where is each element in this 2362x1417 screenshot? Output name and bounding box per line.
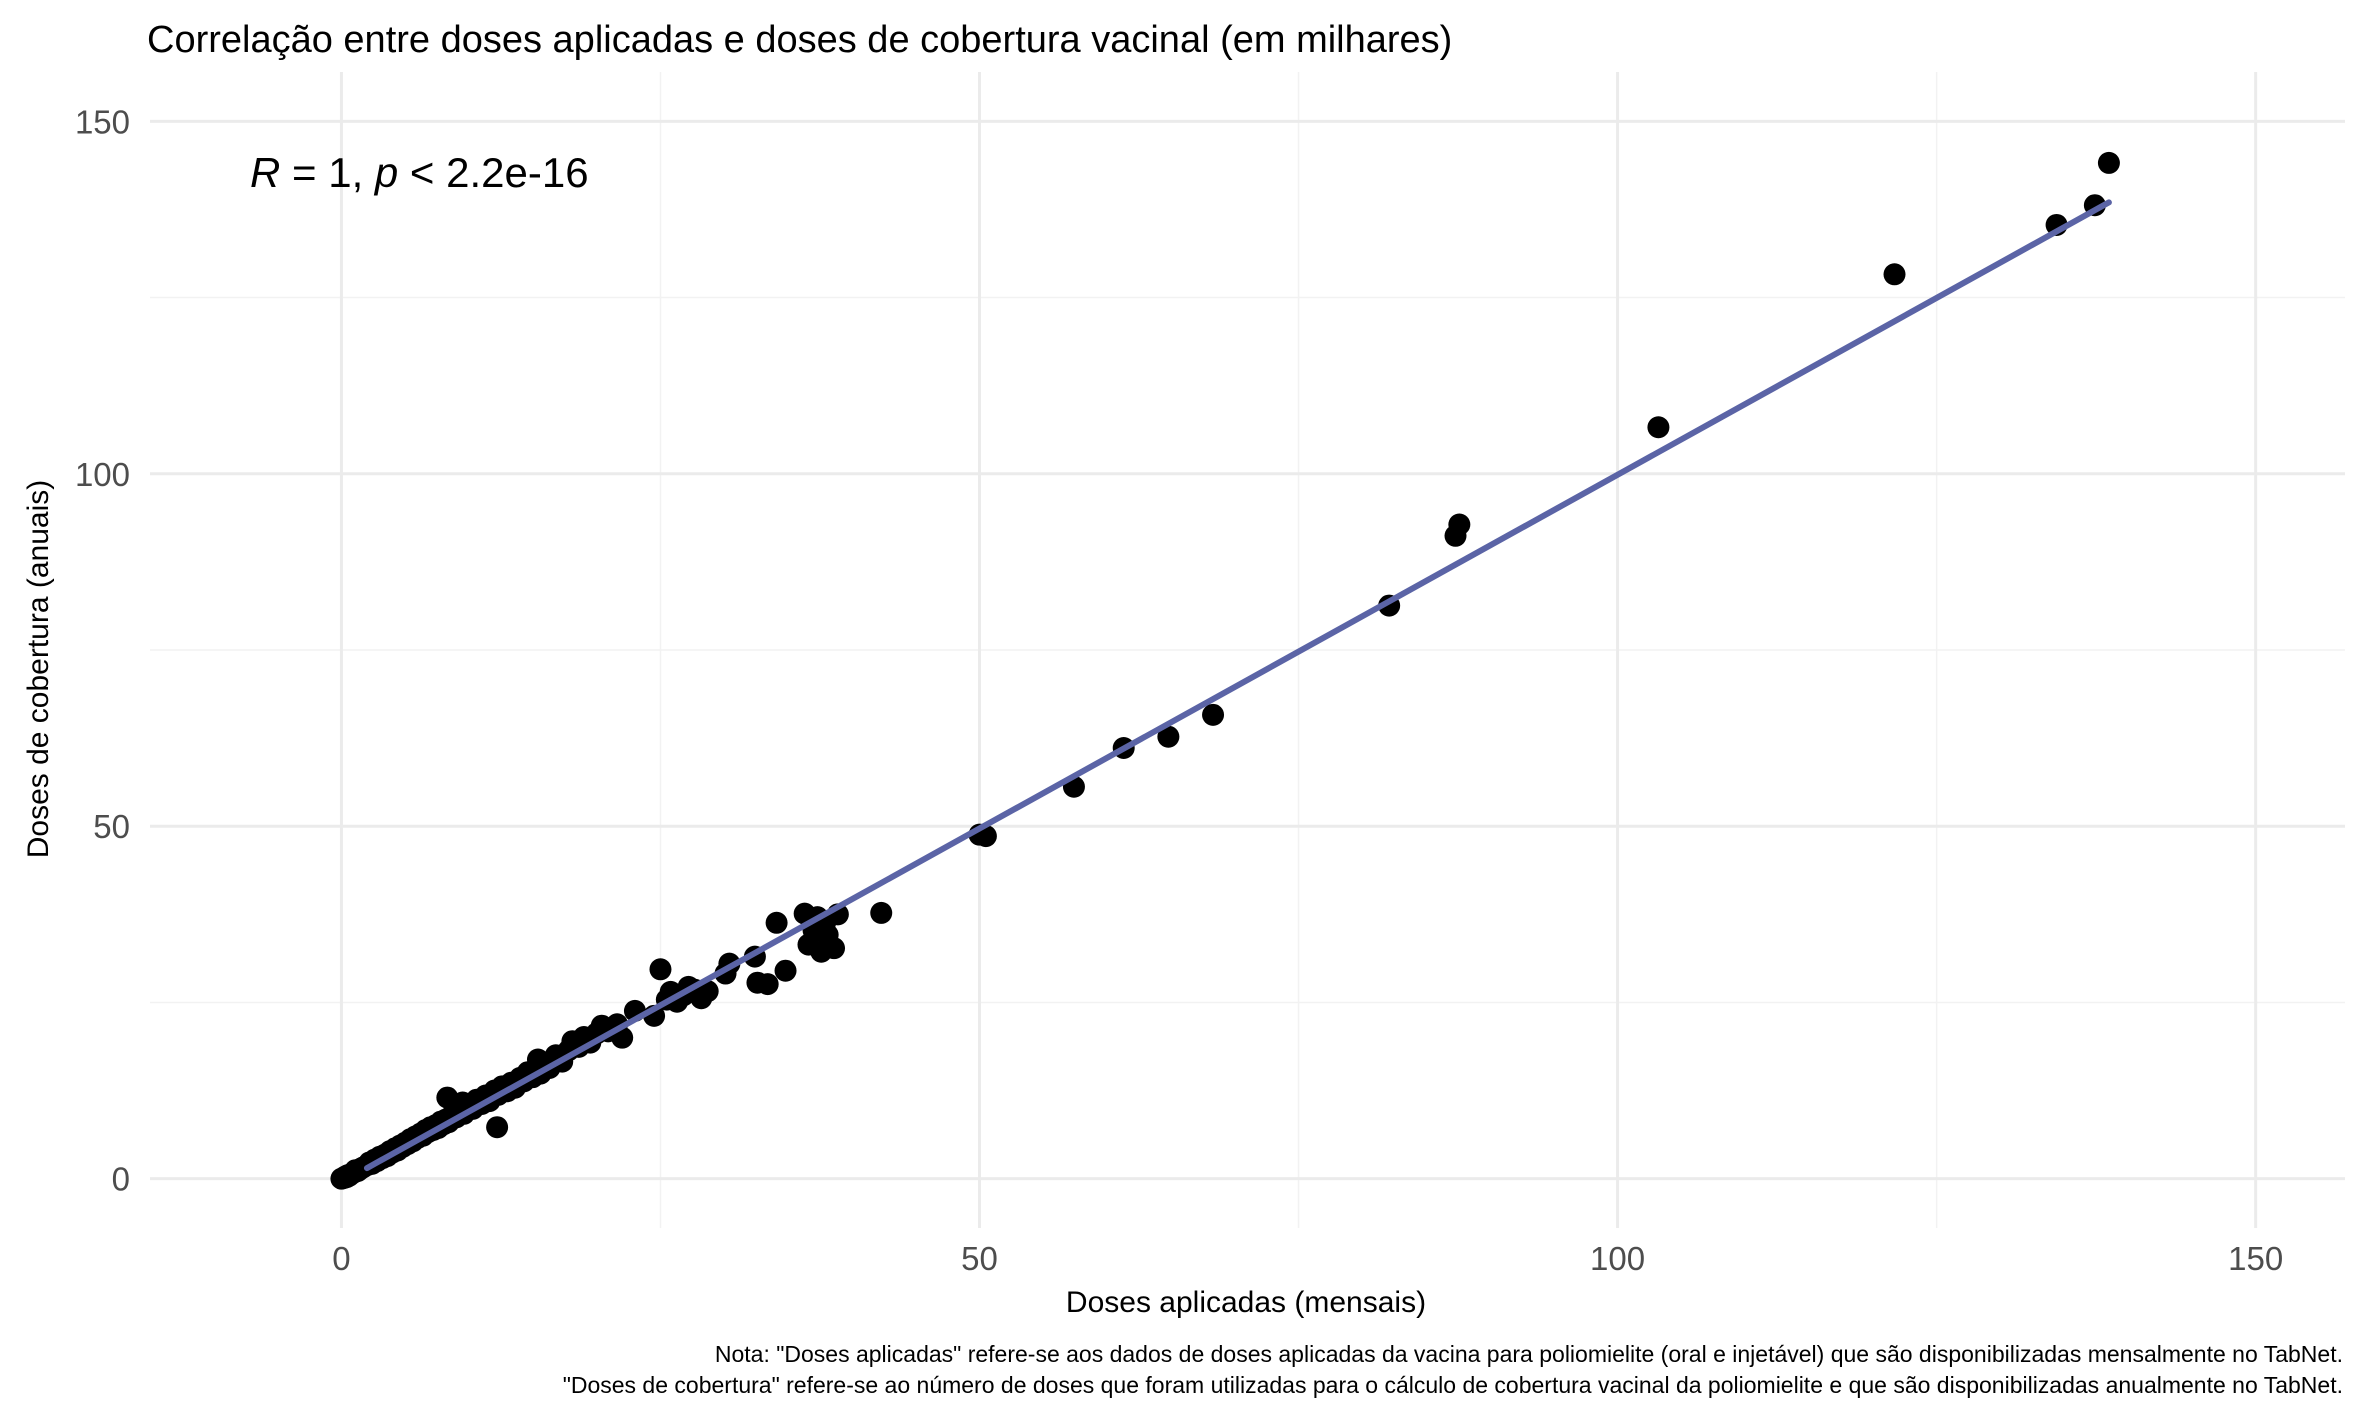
- data-point: [870, 901, 893, 924]
- data-point: [1647, 416, 1670, 439]
- data-point: [756, 973, 779, 996]
- annotation-r-value: = 1,: [280, 149, 375, 196]
- caption-line-1: Nota: "Doses aplicadas" refere-se aos da…: [715, 1341, 2343, 1367]
- x-tick-label: 0: [332, 1240, 350, 1277]
- data-point: [1202, 703, 1225, 726]
- y-tick-label: 100: [75, 456, 130, 493]
- y-axis-tick-labels: 0 50 100 150: [75, 103, 130, 1197]
- x-tick-label: 100: [1590, 1240, 1645, 1277]
- data-point: [1883, 263, 1906, 286]
- annotation-r-symbol: R: [250, 149, 280, 196]
- data-point: [774, 959, 797, 982]
- chart-title: Correlação entre doses aplicadas e doses…: [147, 19, 1452, 61]
- annotation-p-symbol: p: [373, 149, 398, 196]
- data-point: [526, 1048, 549, 1071]
- data-points: [330, 151, 2120, 1190]
- data-point: [1157, 725, 1180, 748]
- data-point: [486, 1116, 509, 1139]
- y-tick-label: 50: [93, 808, 130, 845]
- grid-lines: [150, 72, 2345, 1228]
- x-axis-tick-labels: 0 50 100 150: [332, 1240, 2283, 1277]
- correlation-annotation: R = 1, p < 2.2e-16: [250, 149, 589, 196]
- y-tick-label: 150: [75, 103, 130, 140]
- x-axis-title: Doses aplicadas (mensais): [1066, 1286, 1426, 1319]
- regression-fit-line: [363, 199, 2112, 1172]
- y-tick-label: 0: [112, 1161, 130, 1198]
- data-point: [823, 937, 846, 960]
- data-point: [649, 958, 672, 981]
- data-point: [2097, 151, 2120, 174]
- data-point: [451, 1091, 474, 1114]
- data-point: [1448, 513, 1471, 536]
- annotation-p-value: < 2.2e-16: [398, 149, 588, 196]
- data-point: [765, 911, 788, 934]
- x-tick-label: 150: [2228, 1240, 2283, 1277]
- y-axis-title: Doses de cobertura (anuais): [22, 480, 55, 859]
- x-tick-label: 50: [961, 1240, 998, 1277]
- caption-line-2: "Doses de cobertura" refere-se ao número…: [563, 1372, 2343, 1398]
